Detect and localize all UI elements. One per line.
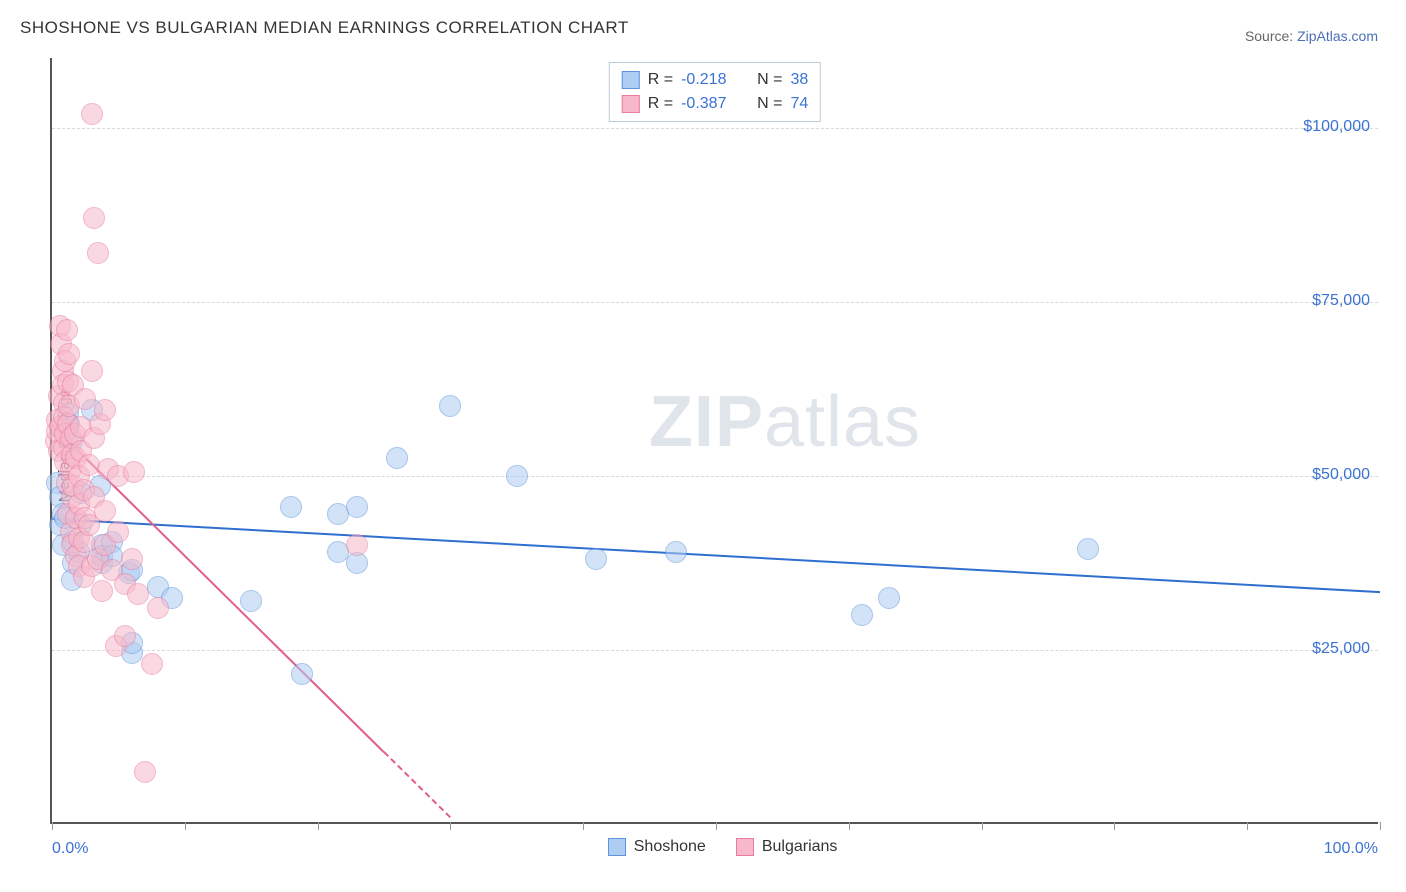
data-point (851, 604, 873, 626)
data-point (147, 597, 169, 619)
data-point (1077, 538, 1099, 560)
data-point (280, 496, 302, 518)
y-tick-label: $50,000 (1312, 466, 1370, 484)
legend-n-label: N = (757, 68, 782, 92)
y-tick-label: $75,000 (1312, 292, 1370, 310)
data-point (141, 653, 163, 675)
data-point (134, 761, 156, 783)
data-point (114, 625, 136, 647)
legend-series-name: Bulgarians (762, 838, 838, 856)
scatter-plot: ZIPatlas R = -0.218 N = 38 R = -0.387 N = 74 $2… (50, 58, 1378, 824)
legend-bottom-item: Shoshone (608, 838, 706, 856)
data-point (74, 388, 96, 410)
data-point (346, 534, 368, 556)
trend-line (52, 518, 1380, 593)
legend-series-name: Shoshone (634, 838, 706, 856)
x-tick (982, 822, 983, 830)
data-point (83, 207, 105, 229)
legend-n-value: 38 (790, 68, 808, 92)
gridline-h (52, 128, 1378, 129)
data-point (291, 663, 313, 685)
gridline-h (52, 302, 1378, 303)
x-tick (185, 822, 186, 830)
data-point (127, 583, 149, 605)
x-tick (318, 822, 319, 830)
legend-r-label: R = (648, 68, 673, 92)
data-point (121, 548, 143, 570)
legend-swatch (608, 838, 626, 856)
data-point (665, 541, 687, 563)
legend-bottom-item: Bulgarians (736, 838, 838, 856)
y-tick-label: $100,000 (1303, 118, 1370, 136)
legend-top-row: R = -0.218 N = 38 (622, 68, 808, 92)
data-point (81, 103, 103, 125)
legend-r-label: R = (648, 92, 673, 116)
data-point (107, 521, 129, 543)
x-tick-label: 100.0% (1324, 840, 1378, 858)
watermark-bold: ZIP (649, 382, 764, 462)
source-prefix: Source: (1245, 28, 1297, 44)
data-point (327, 503, 349, 525)
watermark-rest: atlas (764, 382, 921, 462)
source-credit: Source: ZipAtlas.com (1245, 28, 1378, 44)
source-link[interactable]: ZipAtlas.com (1297, 28, 1378, 44)
trend-line (383, 751, 451, 818)
x-tick-label: 0.0% (52, 840, 88, 858)
gridline-h (52, 650, 1378, 651)
legend-swatch (736, 838, 754, 856)
data-point (346, 496, 368, 518)
data-point (240, 590, 262, 612)
x-tick (716, 822, 717, 830)
data-point (439, 395, 461, 417)
legend-n-label: N = (757, 92, 782, 116)
legend-r-value: -0.218 (681, 68, 749, 92)
legend-swatch (622, 95, 640, 113)
data-point (91, 580, 113, 602)
x-tick (1380, 822, 1381, 830)
legend-n-value: 74 (790, 92, 808, 116)
data-point (878, 587, 900, 609)
x-tick (52, 822, 53, 830)
gridline-h (52, 476, 1378, 477)
data-point (386, 447, 408, 469)
data-point (81, 360, 103, 382)
data-point (327, 541, 349, 563)
data-point (506, 465, 528, 487)
watermark: ZIPatlas (649, 381, 921, 463)
data-point (56, 319, 78, 341)
x-tick (849, 822, 850, 830)
legend-r-value: -0.387 (681, 92, 749, 116)
data-point (94, 500, 116, 522)
data-point (123, 461, 145, 483)
y-tick-label: $25,000 (1312, 640, 1370, 658)
x-tick (1114, 822, 1115, 830)
x-tick (1247, 822, 1248, 830)
data-point (58, 343, 80, 365)
legend-top-row: R = -0.387 N = 74 (622, 92, 808, 116)
data-point (585, 548, 607, 570)
legend-swatch (622, 71, 640, 89)
x-tick (583, 822, 584, 830)
correlation-legend: R = -0.218 N = 38 R = -0.387 N = 74 (609, 62, 821, 122)
data-point (94, 399, 116, 421)
x-tick (450, 822, 451, 830)
data-point (87, 242, 109, 264)
series-legend: Shoshone Bulgarians (608, 838, 838, 856)
chart-title: SHOSHONE VS BULGARIAN MEDIAN EARNINGS CO… (20, 18, 629, 38)
